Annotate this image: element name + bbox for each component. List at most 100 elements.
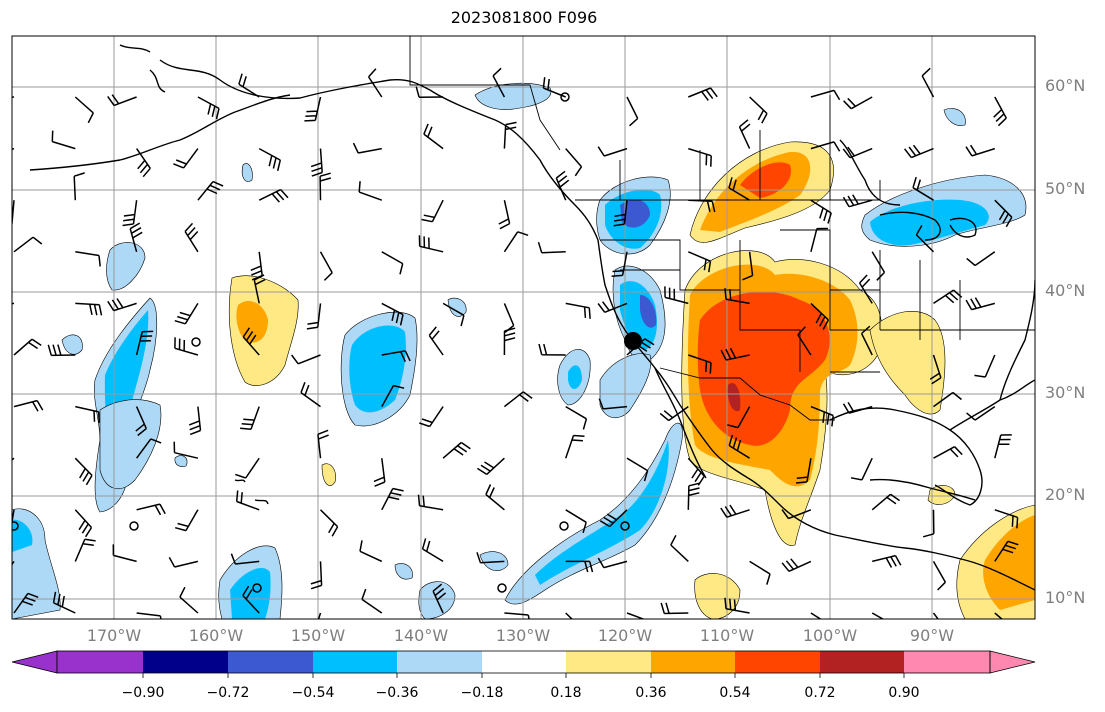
calm-wind-marker [620,521,630,531]
wind-barb [727,406,751,429]
wind-barb [421,199,444,223]
colorbar-max-extend [989,650,1036,674]
wind-barb [503,121,517,149]
colorbar-segment [482,651,566,673]
lon-label: 100°W [802,626,858,645]
wind-barb [51,130,76,150]
wind-barb [688,199,716,213]
colorbar-tick-label: −0.54 [291,685,335,701]
political-borders [409,36,1035,421]
wind-barb [184,222,199,253]
map-title: 2023081800 F096 [450,8,598,27]
lon-label: 140°W [393,626,449,645]
wind-barb [74,538,96,562]
lon-label: 130°W [495,626,551,645]
wind-barb [73,172,85,201]
cool-field-small-e [241,163,253,182]
wind-barb [503,391,533,408]
wind-barb [659,405,689,422]
wind-barb [300,382,321,408]
wind-barb [242,327,260,356]
wind-barb [319,251,333,281]
warm-core2-northern-rockies [740,162,791,198]
wind-barb [904,144,934,159]
wind-barb [173,441,199,459]
wind-barb [929,354,942,385]
wind-barb [432,583,447,614]
cool-field-small-f [943,108,966,126]
colorbar-min-extend [11,650,58,674]
colorbar [11,650,1036,678]
colorbar-segment [820,651,904,673]
wind-barb [415,86,444,98]
colorbar-tick-label: 0.72 [804,685,836,701]
wind-barb [555,170,570,201]
wind-barb [136,612,162,619]
lon-label: 90°W [909,626,955,645]
map-area [12,36,1035,619]
wind-barb [922,509,935,538]
wind-barb [174,337,199,356]
wind-barb [538,343,566,356]
wind-barb [626,338,655,356]
cool-field-subtropical-band [504,422,683,605]
wind-barb [74,96,94,124]
colorbar-segment [904,651,990,673]
wind-barb [565,509,587,534]
lon-label: 120°W [597,626,653,645]
wind-barb [238,73,260,98]
wind-barb [319,509,339,537]
wind-barb [810,89,841,101]
wind-barb [107,298,137,312]
wind-barb [565,612,573,619]
wind-barb [12,509,15,527]
wind-barb [994,612,1003,619]
wind-barb [428,326,444,356]
wind-barb [235,457,260,479]
wind-barb [565,302,591,319]
cool-core-subtropical-band [535,440,669,585]
wind-barb [13,399,44,412]
cool-core2-california [640,295,657,328]
wind-barb [597,146,628,157]
colorbar-segment [651,651,735,673]
colorbar-segment [735,651,820,673]
wind-barb [419,406,444,428]
wind-barb [599,509,628,528]
colorbar-frame [56,650,991,674]
lat-label: 10°N [1045,588,1086,607]
wind-barb [317,429,329,459]
wind-barb [974,354,996,378]
wind-barb [810,141,841,152]
wind-barb [688,147,712,167]
bering-coast [119,44,166,93]
wind-barb [381,487,404,511]
hawaii-islands [234,479,269,505]
wind-barb [542,77,566,98]
wind-barb [670,534,689,562]
wind-barb [476,552,505,564]
wind-barb [933,289,963,305]
wind-barb [626,96,639,127]
wind-barb [660,602,689,615]
wind-barb [687,482,700,510]
lat-label: 30°N [1045,383,1086,402]
wind-barb [442,441,471,459]
lat-label: 50°N [1045,179,1086,198]
wind-barb [810,227,828,252]
warm-field-mexico-south [694,573,741,619]
lat-label: 40°N [1045,281,1086,300]
colorbar-segment [313,651,397,673]
wind-barb [687,457,705,486]
warm-core-mid-pacific [236,300,268,343]
wind-barb [932,561,947,591]
wind-barb [504,612,530,619]
wind-barb [13,338,42,356]
wind-barb [47,344,76,357]
warm-field-plains [869,311,946,415]
wind-barb [611,251,628,277]
wind-barb [135,148,151,178]
wind-barb [872,554,902,568]
storm-center-marker [624,332,642,350]
wind-barb [728,177,750,201]
